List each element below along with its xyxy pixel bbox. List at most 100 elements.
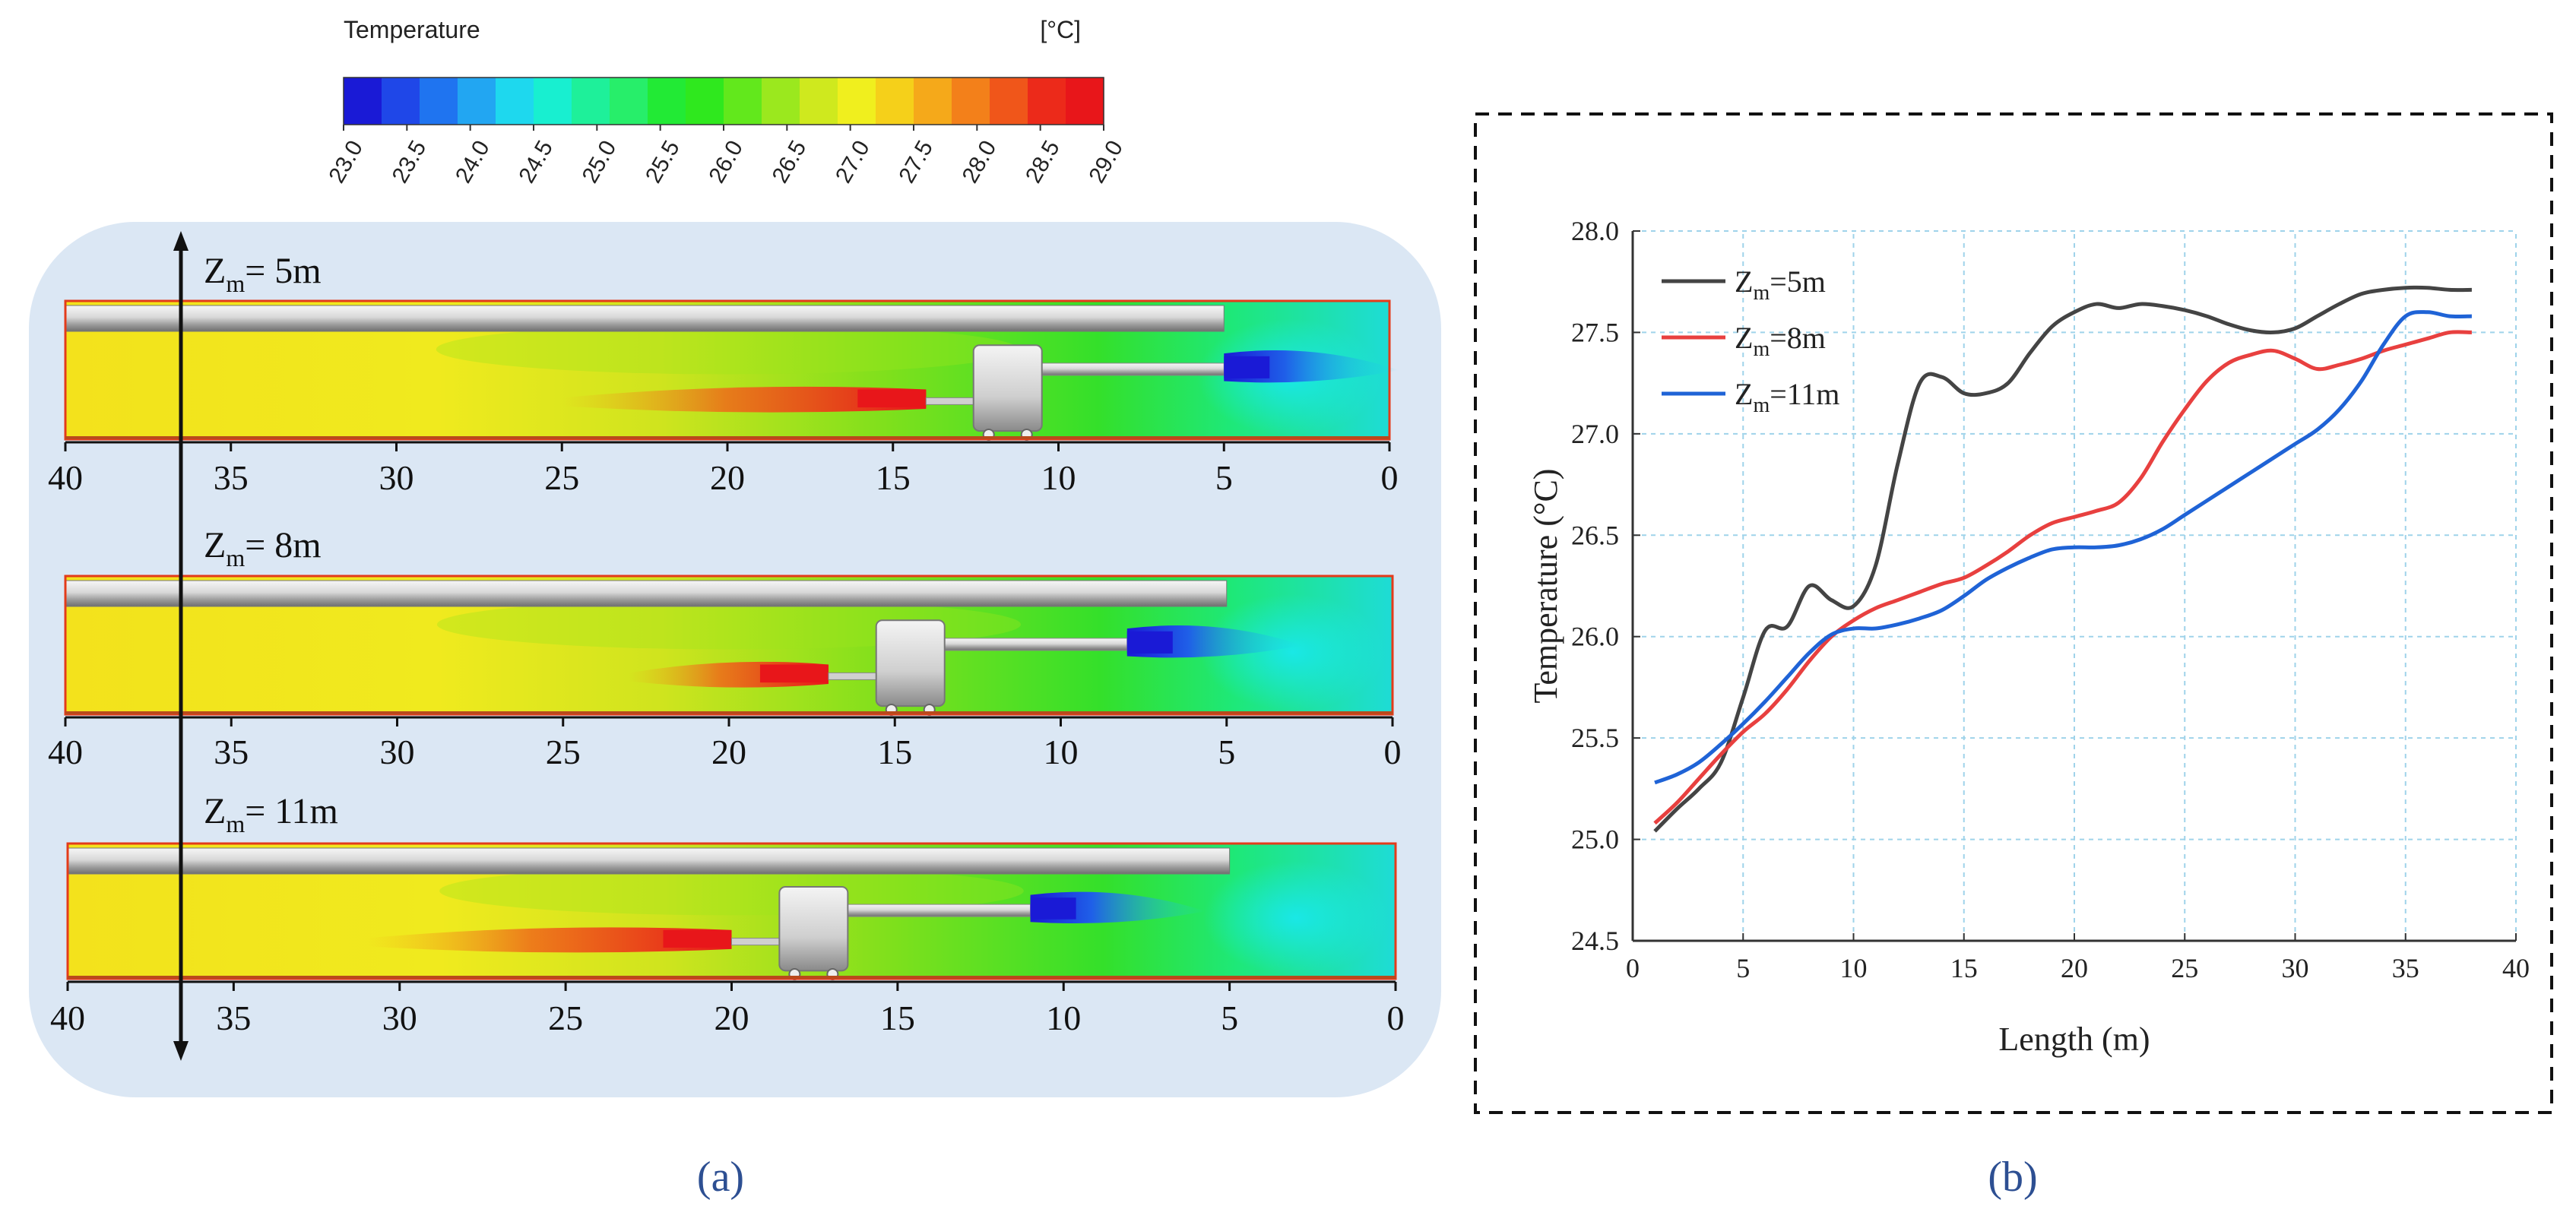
axis-tick-label: 30 bbox=[380, 733, 415, 771]
axis-tick-label: 25 bbox=[548, 999, 583, 1037]
y-tick-label: 25.0 bbox=[1571, 825, 1619, 855]
fan-duct bbox=[847, 904, 1031, 917]
colorbar: Temperature [°C] 23.0 23.5 24.0 24.5 25.0 25.… bbox=[324, 16, 1128, 187]
colorbar-cell bbox=[914, 78, 952, 125]
jet-outlet bbox=[1224, 356, 1270, 378]
fan-duct bbox=[944, 638, 1128, 651]
colorbar-tick-label: 26.5 bbox=[768, 136, 812, 187]
series-line-8m bbox=[1653, 330, 2472, 825]
colorbar-cell bbox=[382, 78, 420, 125]
axis-tick-label: 40 bbox=[50, 999, 85, 1037]
colorbar-ticks: 23.0 23.5 24.0 24.5 25.0 25.5 26.0 26.5 27.0 27.5… bbox=[324, 125, 1128, 187]
axis-tick-label: 0 bbox=[1384, 733, 1402, 771]
colorbar-tick-label: 27.5 bbox=[894, 136, 938, 187]
axis-tick-label: 35 bbox=[216, 999, 251, 1037]
x-tick-label: 30 bbox=[2282, 953, 2309, 983]
colorbar-tick-label: 28.5 bbox=[1021, 136, 1065, 187]
tunnel-slice: 40 35 30 25 20 15 10 5 0 Zm= 11m bbox=[50, 791, 1405, 1037]
height-label: Zm= 5m bbox=[204, 251, 322, 297]
contour-band bbox=[439, 866, 1024, 916]
y-tick-label: 25.5 bbox=[1571, 723, 1619, 753]
fire-plume bbox=[562, 386, 927, 413]
panel-b-label: (b) bbox=[1988, 1154, 2037, 1201]
mobile-fan-unit bbox=[972, 344, 1043, 432]
line-chart: 0 5 10 15 20 25 30 35 40 24.5 25.0 25.5 26.0 26.5 27.0… bbox=[1527, 216, 2530, 1058]
fire-plume bbox=[366, 927, 732, 953]
series-line-5m bbox=[1653, 285, 2472, 833]
tunnel-floor bbox=[68, 976, 1396, 979]
colorbar-tick-label: 25.0 bbox=[578, 136, 622, 187]
axis-tick-label: 35 bbox=[214, 458, 249, 497]
colorbar-cells bbox=[343, 77, 1104, 125]
colorbar-cell bbox=[686, 78, 724, 125]
fire-source bbox=[759, 664, 829, 683]
axis-tick-label: 35 bbox=[214, 733, 249, 771]
y-tick-label: 27.0 bbox=[1571, 419, 1619, 449]
y-tick-label: 28.0 bbox=[1571, 216, 1619, 246]
axis-tick-label: 30 bbox=[379, 458, 414, 497]
axis-tick-label: 20 bbox=[711, 733, 746, 771]
x-tick-label: 5 bbox=[1736, 953, 1750, 983]
legend-label: Zm=5m bbox=[1735, 264, 1826, 305]
fire-source bbox=[663, 929, 732, 948]
axis-tick-label: 25 bbox=[546, 733, 581, 771]
tunnel-slices: 40 35 30 25 20 15 10 5 0 Zm= 5m 40 35 30 25 20 15 10 5 0 Zm… bbox=[48, 251, 1405, 1037]
x-tick-label: 0 bbox=[1626, 953, 1640, 983]
colorbar-cell bbox=[990, 78, 1028, 125]
axis-tick-label: 40 bbox=[48, 458, 83, 497]
mobile-fan-unit bbox=[778, 885, 849, 972]
axis-tick-label: 5 bbox=[1221, 999, 1238, 1037]
x-tick-label: 10 bbox=[1840, 953, 1868, 983]
jet-outlet bbox=[1030, 897, 1076, 920]
tunnel-slice: 40 35 30 25 20 15 10 5 0 Zm= 5m bbox=[48, 251, 1399, 497]
cool-zone bbox=[1202, 861, 1389, 975]
axis-tick-label: 0 bbox=[1387, 999, 1405, 1037]
ventilation-duct bbox=[65, 580, 1228, 607]
legend-label: Zm=8m bbox=[1735, 321, 1826, 361]
tunnel-slice: 40 35 30 25 20 15 10 5 0 Zm= 8m bbox=[48, 525, 1402, 771]
axis-tick-label: 5 bbox=[1218, 733, 1235, 771]
panel-b-frame bbox=[1474, 112, 2553, 1114]
axis-tick-label: 5 bbox=[1215, 458, 1233, 497]
colorbar-cell bbox=[496, 78, 534, 125]
colorbar-tick-label: 28.0 bbox=[958, 136, 1002, 187]
colorbar-tick-label: 24.0 bbox=[451, 136, 495, 187]
ventilation-duct bbox=[65, 305, 1225, 332]
axis-tick-label: 0 bbox=[1381, 458, 1399, 497]
colorbar-cell bbox=[534, 78, 572, 125]
colorbar-cell bbox=[648, 78, 686, 125]
tunnel-floor bbox=[65, 436, 1389, 439]
colorbar-cell bbox=[724, 78, 762, 125]
x-tick-label: 25 bbox=[2171, 953, 2198, 983]
colorbar-cell bbox=[458, 78, 496, 125]
legend: Zm=5m Zm=8m Zm=11m bbox=[1662, 264, 1839, 417]
colorbar-tick-label: 29.0 bbox=[1084, 136, 1128, 187]
colorbar-cell bbox=[838, 78, 876, 125]
colorbar-cell bbox=[762, 78, 800, 125]
y-tick-label: 24.5 bbox=[1571, 926, 1619, 956]
y-tick-label: 27.5 bbox=[1571, 317, 1619, 347]
jet-outlet bbox=[1126, 631, 1173, 654]
axis-tick-label: 25 bbox=[544, 458, 579, 497]
colorbar-title: Temperature bbox=[344, 16, 480, 43]
colorbar-tick-label: 24.5 bbox=[514, 136, 558, 187]
colorbar-cell bbox=[1028, 78, 1066, 125]
y-tick-label: 26.5 bbox=[1571, 520, 1619, 550]
colorbar-cell bbox=[952, 78, 990, 125]
x-tick-label: 40 bbox=[2502, 953, 2530, 983]
height-arrow bbox=[173, 231, 189, 1061]
axis-tick-label: 15 bbox=[880, 999, 915, 1037]
mobile-fan-unit bbox=[875, 619, 946, 707]
colorbar-tick-label: 27.0 bbox=[831, 136, 875, 187]
x-tick-label: 35 bbox=[2392, 953, 2419, 983]
y-axis-label: Temperature (°C) bbox=[1527, 469, 1564, 704]
axis-tick-label: 30 bbox=[382, 999, 417, 1037]
series-line-11m bbox=[1654, 310, 2472, 785]
grid bbox=[1632, 230, 2517, 942]
axis-tick-label: 15 bbox=[876, 458, 911, 497]
fire-source bbox=[857, 389, 927, 408]
colorbar-cell bbox=[420, 78, 458, 125]
colorbar-tick-label: 23.0 bbox=[324, 136, 368, 187]
colorbar-cell bbox=[610, 78, 648, 125]
x-tick-label: 15 bbox=[1950, 953, 1978, 983]
